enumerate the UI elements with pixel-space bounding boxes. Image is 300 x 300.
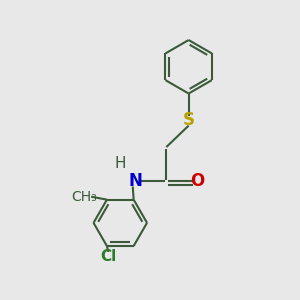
Text: Cl: Cl <box>100 249 116 264</box>
Text: S: S <box>183 111 195 129</box>
Text: H: H <box>115 156 126 171</box>
Text: O: O <box>190 172 205 190</box>
Text: CH₃: CH₃ <box>72 190 98 204</box>
Text: N: N <box>128 172 142 190</box>
